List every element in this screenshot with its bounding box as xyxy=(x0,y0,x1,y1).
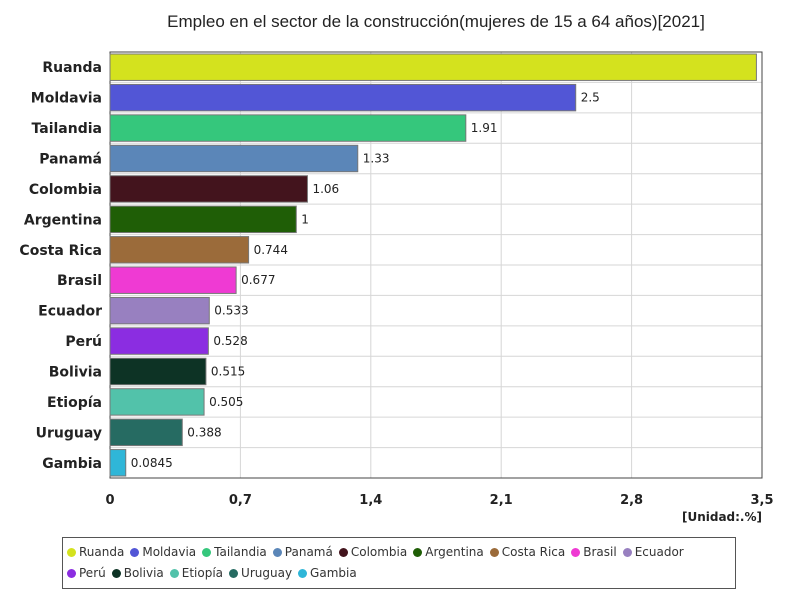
x-tick-label: 3,5 xyxy=(750,493,773,508)
legend-label: Uruguay xyxy=(241,566,293,580)
category-label: Tailandia xyxy=(32,121,102,137)
x-tick-label: 1,4 xyxy=(359,493,382,508)
legend-swatch xyxy=(338,548,348,557)
category-label: Bolivia xyxy=(49,365,102,381)
value-label: 0.528 xyxy=(213,334,247,348)
category-label: Etiopía xyxy=(47,395,102,411)
bar-6 xyxy=(109,205,297,234)
bar-2 xyxy=(109,83,577,112)
legend-label: Argentina xyxy=(425,545,484,559)
category-label: Costa Rica xyxy=(19,243,102,259)
legend-item: Panamá xyxy=(272,545,333,559)
category-label: Panamá xyxy=(39,152,102,168)
legend-label: Costa Rica xyxy=(501,545,566,559)
legend-item: Perú xyxy=(67,566,106,580)
legend-label: Bolivia xyxy=(123,566,164,580)
legend-item: Etiopía xyxy=(169,566,224,580)
legend-item: Argentina xyxy=(413,545,484,559)
legend-label: Ecuador xyxy=(634,545,684,559)
legend-swatch xyxy=(111,569,121,578)
legend-swatch xyxy=(169,569,179,578)
x-tick-label: 2,8 xyxy=(620,493,643,508)
bar-14 xyxy=(109,449,127,477)
value-label: 1 xyxy=(301,212,309,226)
legend-item: Colombia xyxy=(338,545,408,559)
legend-item: Ruanda xyxy=(67,545,124,559)
x-tick-label: 2,1 xyxy=(490,493,513,508)
legend-swatch xyxy=(67,548,76,557)
category-label: Perú xyxy=(65,334,102,350)
bar-11 xyxy=(109,357,207,386)
category-label: Gambia xyxy=(42,456,102,472)
legend-item: Bolivia xyxy=(111,566,164,580)
bar-10 xyxy=(109,327,209,355)
legend-item: Brasil xyxy=(571,545,617,559)
legend-label: Brasil xyxy=(583,545,617,559)
category-label: Argentina xyxy=(24,212,102,228)
value-label: 2.5 xyxy=(581,91,600,105)
bar-4 xyxy=(109,144,359,173)
bar-13 xyxy=(109,418,183,447)
value-label: 0.505 xyxy=(209,395,243,409)
x-tick-label: 0 xyxy=(105,493,114,508)
value-label: 0.515 xyxy=(211,365,245,379)
legend-swatch xyxy=(489,548,499,557)
bar-3 xyxy=(109,114,467,142)
value-label: 0.0845 xyxy=(131,456,173,470)
category-label: Colombia xyxy=(29,182,102,198)
value-label: 0.388 xyxy=(187,425,221,439)
value-label: 1.91 xyxy=(471,121,498,135)
legend-item: Ecuador xyxy=(622,545,684,559)
value-label: 0.677 xyxy=(241,273,275,287)
chart-plot: Ruanda Moldavia 2.5 Tailandia 1.91 Panamá 1.33… xyxy=(19,51,774,524)
chart-title: Empleo en el sector de la construcción(m… xyxy=(167,12,705,31)
legend-swatch xyxy=(272,548,282,557)
legend-label: Tailandia xyxy=(214,545,267,559)
plot-frame xyxy=(109,51,763,479)
legend-swatch xyxy=(130,548,140,557)
bar-12 xyxy=(109,388,205,416)
legend-label: Perú xyxy=(79,566,106,580)
value-label: 1.33 xyxy=(363,152,390,166)
value-label: 0.533 xyxy=(214,304,248,318)
bar-8 xyxy=(109,266,237,294)
legend-label: Ruanda xyxy=(79,545,125,559)
legend-swatch xyxy=(67,569,76,578)
unit-label: [Unidad:.%] xyxy=(682,510,762,524)
legend-swatch xyxy=(571,548,581,557)
category-label: Ecuador xyxy=(38,304,102,320)
bar-9 xyxy=(109,296,210,325)
x-tick-label: 0,7 xyxy=(229,493,252,508)
legend-item: Uruguay xyxy=(229,566,292,580)
legend-item: Costa Rica xyxy=(489,545,566,559)
category-label: Ruanda xyxy=(42,60,102,76)
legend-label: Etiopía xyxy=(181,566,224,580)
legend: Ruanda Moldavia Tailandia Panamá Colombia Arg… xyxy=(62,537,736,589)
bar-7 xyxy=(109,236,250,264)
bar-1 xyxy=(109,53,757,81)
legend-item: Tailandia xyxy=(202,545,267,559)
legend-item: Moldavia xyxy=(130,545,196,559)
bar-5 xyxy=(109,175,308,203)
legend-swatch xyxy=(229,569,239,578)
category-label: Moldavia xyxy=(31,91,102,107)
legend-swatch xyxy=(622,548,632,557)
legend-swatch xyxy=(202,548,212,557)
legend-swatch xyxy=(298,569,308,578)
legend-label: Moldavia xyxy=(142,545,197,559)
value-label: 1.06 xyxy=(312,182,339,196)
category-label: Uruguay xyxy=(36,425,102,441)
legend-label: Gambia xyxy=(310,566,357,580)
legend-swatch xyxy=(413,548,423,557)
legend-label: Colombia xyxy=(350,545,408,559)
value-label: 0.744 xyxy=(254,243,288,257)
category-label: Brasil xyxy=(57,273,102,289)
legend-item: Gambia xyxy=(298,566,357,580)
legend-label: Panamá xyxy=(284,545,333,559)
